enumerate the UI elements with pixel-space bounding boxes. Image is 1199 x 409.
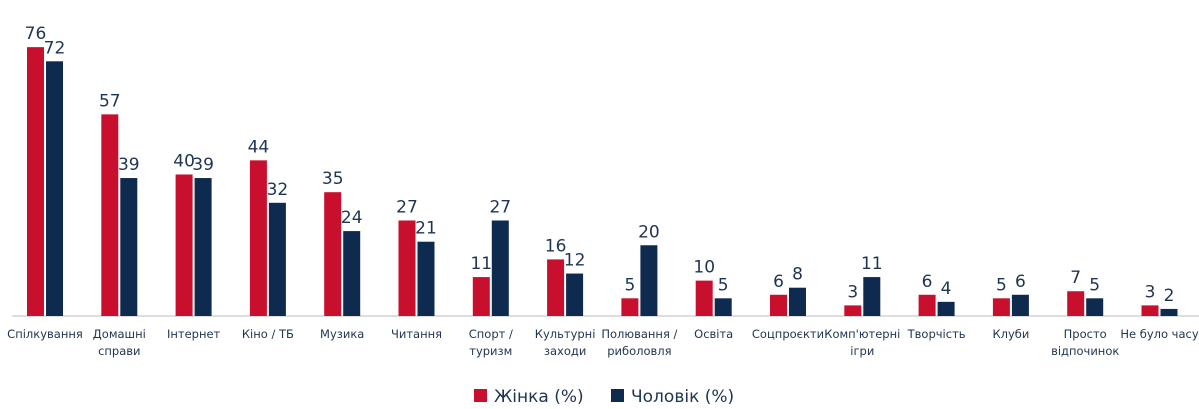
- x-tick-label: Спілкування: [7, 327, 83, 341]
- value-label: 24: [341, 208, 363, 228]
- value-label: 7: [1070, 268, 1081, 288]
- bar: [547, 259, 565, 316]
- value-label: 39: [192, 155, 214, 175]
- bar: [789, 287, 806, 316]
- x-tick-label: Полювання / риболовля: [601, 327, 678, 358]
- bar: [1011, 294, 1029, 316]
- bar: [268, 202, 286, 316]
- value-label: 5: [1089, 275, 1100, 295]
- bar: [417, 241, 435, 316]
- bar: [398, 220, 416, 316]
- bar: [324, 192, 342, 316]
- legend-swatch: [611, 389, 624, 402]
- value-label: 40: [173, 152, 195, 172]
- value-label: 27: [489, 197, 511, 217]
- bar: [695, 280, 713, 316]
- bar: [1086, 298, 1104, 316]
- value-label: 5: [718, 275, 729, 295]
- bar: [194, 178, 212, 316]
- value-label: 39: [118, 155, 140, 175]
- legend-label: Жінка (%): [494, 387, 584, 407]
- bar: [1160, 308, 1178, 316]
- x-tick-label: Спорт / туризм: [468, 327, 513, 358]
- bar: [27, 47, 44, 317]
- value-label: 76: [25, 24, 47, 44]
- bar: [566, 273, 584, 316]
- value-label: 4: [941, 279, 952, 299]
- value-label: 6: [922, 272, 933, 292]
- value-label: 3: [1145, 282, 1156, 302]
- x-tick-label: Культурні заходи: [534, 327, 596, 358]
- value-label: 35: [322, 169, 344, 189]
- bar: [640, 245, 658, 316]
- x-tick-label: Клуби: [992, 327, 1030, 341]
- bar: [1141, 305, 1159, 316]
- value-label: 8: [792, 265, 803, 285]
- value-label: 27: [396, 197, 418, 217]
- x-tick-label: Комп'ютерні ігри: [824, 327, 901, 358]
- value-label: 5: [624, 275, 635, 295]
- bar: [120, 178, 138, 316]
- bar: [1067, 291, 1085, 316]
- bar: [770, 294, 787, 316]
- x-tick-label: Соцпроєкти: [751, 327, 825, 341]
- value-label: 57: [99, 91, 121, 111]
- bar: [863, 277, 881, 316]
- value-label: 5: [996, 275, 1007, 295]
- value-label: 6: [1015, 272, 1026, 292]
- bar: [249, 160, 267, 316]
- value-label: 2: [1164, 286, 1175, 306]
- x-tick-label: Інтернет: [166, 327, 221, 341]
- value-label: 11: [470, 254, 492, 274]
- value-label: 32: [267, 180, 289, 200]
- bar: [491, 220, 509, 316]
- bar: [472, 277, 490, 316]
- value-label: 16: [545, 236, 567, 256]
- x-tick-label: Просто відпочинок: [1051, 327, 1120, 358]
- x-tick-label: Освіта: [694, 327, 734, 341]
- legend-swatch: [474, 389, 487, 402]
- x-tick-label: Творчість: [907, 327, 966, 341]
- value-label: 72: [44, 38, 66, 58]
- bar: [918, 294, 936, 316]
- bar: [992, 298, 1010, 316]
- value-label: 21: [415, 219, 437, 239]
- value-label: 11: [861, 254, 883, 274]
- value-label: 12: [564, 251, 586, 271]
- x-tick-label: Не було часу: [1120, 327, 1199, 341]
- value-label: 44: [248, 137, 270, 157]
- bar: [714, 298, 732, 316]
- value-label: 20: [638, 222, 660, 242]
- bar: [844, 305, 862, 316]
- x-tick-label: Читання: [390, 327, 443, 341]
- x-tick-label: Музика: [320, 327, 365, 341]
- value-label: 6: [773, 272, 784, 292]
- legend-label: Чоловік (%): [631, 387, 734, 407]
- x-tick-label: Домашні справи: [92, 327, 146, 358]
- bar: [621, 298, 639, 316]
- value-label: 10: [693, 258, 715, 278]
- bar: [46, 61, 63, 316]
- bar: [175, 174, 193, 316]
- bar: [937, 301, 955, 316]
- bar: [343, 231, 361, 316]
- value-label: 3: [847, 282, 858, 302]
- x-tick-label: Кіно / ТБ: [241, 327, 294, 341]
- bar: [101, 114, 119, 316]
